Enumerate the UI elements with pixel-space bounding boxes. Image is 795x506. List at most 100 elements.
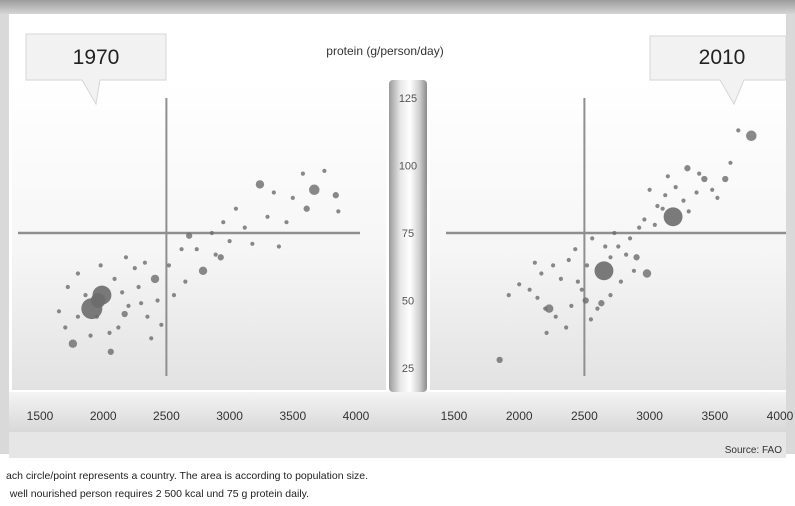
data-point — [123, 255, 129, 260]
x-tick-label: 3000 — [636, 409, 663, 423]
data-point — [728, 160, 733, 165]
data-point — [94, 314, 99, 319]
data-point — [566, 257, 571, 263]
data-point — [564, 325, 569, 330]
y-tick-label: 100 — [399, 161, 417, 173]
center-y-axis-ticks: 125 100 75 50 25 — [399, 93, 417, 375]
x-tick-label: 1500 — [27, 409, 54, 423]
data-point — [107, 348, 114, 355]
year-callout-1970: 1970 — [25, 33, 167, 106]
data-point — [575, 279, 580, 284]
data-point — [276, 244, 281, 249]
data-point — [532, 260, 537, 265]
data-point — [663, 193, 668, 198]
data-point — [579, 287, 584, 292]
data-point — [209, 230, 215, 236]
data-point — [608, 293, 613, 298]
data-point — [255, 180, 265, 189]
data-point — [265, 214, 270, 219]
data-point — [612, 230, 617, 236]
data-point — [539, 271, 544, 276]
data-point — [83, 293, 88, 298]
data-point — [332, 192, 339, 199]
source-label: Source: FAO — [725, 445, 782, 456]
x-tick-label: 2000 — [90, 409, 117, 423]
data-point — [142, 260, 148, 265]
data-point — [90, 293, 106, 308]
data-point — [98, 263, 103, 268]
data-point — [139, 301, 144, 306]
data-point — [569, 303, 574, 308]
data-point — [598, 300, 605, 307]
y-tick-label: 75 — [402, 228, 414, 240]
data-point — [149, 336, 154, 341]
panel-1970-title: 1970 — [73, 46, 120, 69]
data-point — [227, 239, 232, 244]
data-point — [694, 190, 699, 195]
note-line-2: well nourished person requires 2 500 kca… — [6, 488, 310, 500]
data-point — [627, 236, 633, 241]
data-point — [183, 279, 188, 284]
x-tick-label: 1500 — [441, 409, 468, 423]
x-tick-label: 4000 — [343, 409, 370, 423]
data-point — [535, 295, 540, 300]
data-point — [290, 195, 295, 200]
data-point — [544, 304, 554, 313]
data-point — [107, 330, 112, 335]
center-y-axis-bar — [389, 80, 427, 392]
top-border — [0, 0, 795, 14]
data-point — [116, 325, 121, 330]
data-point — [506, 293, 511, 298]
data-point — [715, 195, 720, 200]
y-tick-label: 125 — [399, 93, 417, 105]
data-point — [198, 266, 208, 275]
data-point — [303, 205, 310, 212]
data-point — [121, 310, 128, 318]
data-point — [608, 255, 613, 260]
x-tick-label: 2500 — [153, 409, 180, 423]
data-point — [171, 293, 177, 298]
data-point — [126, 303, 131, 308]
scatter-1970: 1500 2000 2500 3000 3500 4000 — [18, 98, 370, 423]
data-point — [616, 244, 621, 249]
data-point — [221, 220, 226, 225]
data-point — [112, 276, 117, 281]
data-point — [655, 203, 660, 209]
data-point — [186, 232, 193, 239]
x-tick-label: 3500 — [701, 409, 728, 423]
data-point — [65, 284, 70, 290]
data-point — [584, 263, 590, 268]
scatter-2010: 1500 2000 2500 3000 3500 4000 — [441, 98, 794, 423]
data-point — [631, 268, 637, 273]
data-point — [647, 187, 652, 192]
x-tick-label: 2500 — [571, 409, 598, 423]
data-point — [684, 165, 691, 172]
data-point — [551, 263, 556, 268]
data-point — [194, 247, 199, 252]
data-point — [88, 333, 93, 338]
data-point — [179, 247, 184, 252]
data-point — [145, 314, 150, 319]
data-point — [213, 252, 218, 257]
y-axis-title: protein (g/person/day) — [326, 44, 443, 58]
panel-2010-title: 2010 — [699, 46, 746, 69]
data-point — [136, 284, 141, 290]
data-point — [233, 206, 239, 211]
data-point — [496, 356, 503, 364]
data-point — [746, 130, 757, 142]
data-point — [75, 271, 81, 276]
data-point — [660, 206, 665, 211]
data-point — [652, 222, 657, 227]
data-point — [558, 276, 564, 281]
data-point — [322, 168, 327, 173]
data-point — [527, 287, 532, 292]
data-point — [150, 274, 160, 284]
data-point — [271, 190, 276, 195]
data-point — [590, 236, 595, 241]
x-tick-label: 4000 — [767, 409, 794, 423]
x-tick-label: 3500 — [279, 409, 306, 423]
data-point — [132, 266, 137, 271]
data-point — [736, 128, 741, 133]
data-point — [155, 298, 160, 303]
note-line-1: ach circle/point represents a country. T… — [6, 470, 369, 482]
